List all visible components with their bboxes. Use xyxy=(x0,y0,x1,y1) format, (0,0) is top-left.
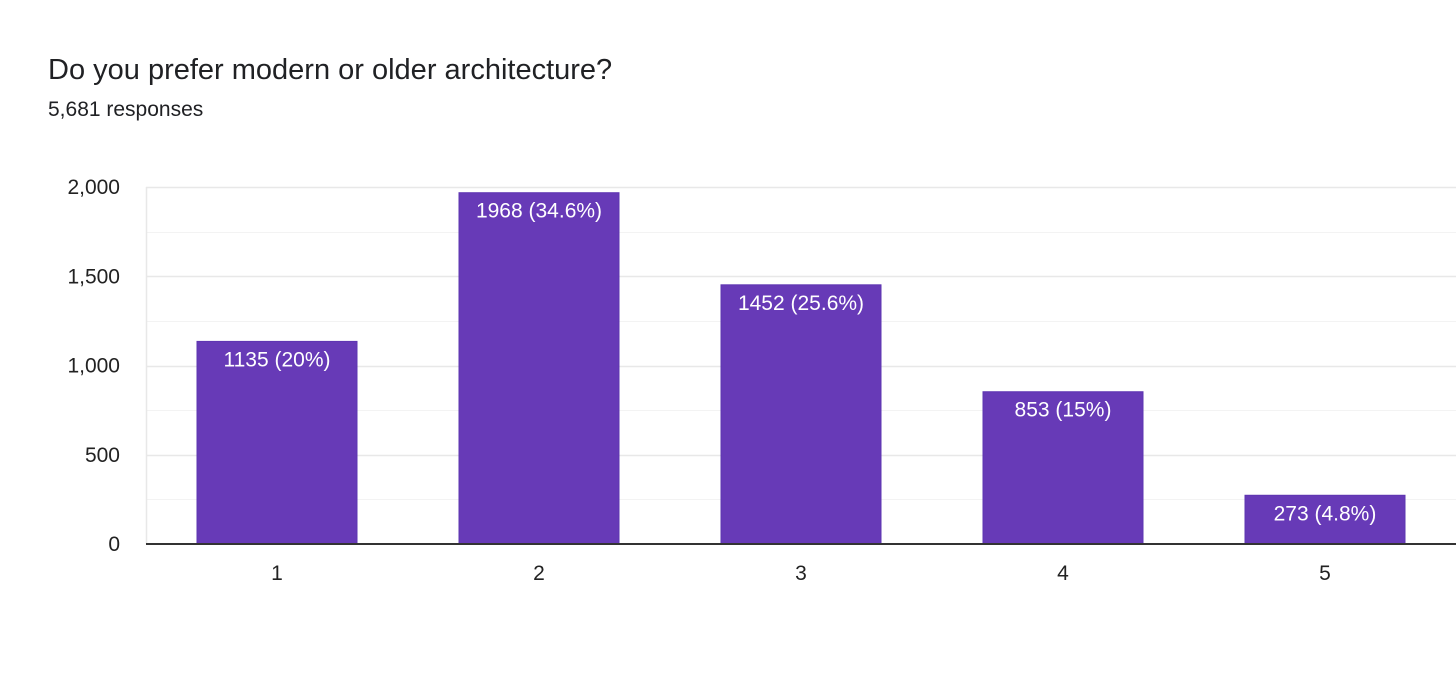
bar-data-label: 853 (15%) xyxy=(1015,399,1112,422)
y-tick-label: 0 xyxy=(108,533,120,556)
x-tick-label: 3 xyxy=(795,562,807,585)
y-tick-label: 2,000 xyxy=(67,176,120,199)
chart-bars xyxy=(196,192,1406,545)
y-axis-ticks: 0 500 1,000 1,500 2,000 xyxy=(67,176,120,556)
question-title: Do you prefer modern or older architectu… xyxy=(48,54,613,86)
bar-4 xyxy=(982,391,1144,545)
bar-data-label: 273 (4.8%) xyxy=(1274,502,1377,525)
y-tick-label: 500 xyxy=(85,444,120,467)
y-tick-label: 1,500 xyxy=(67,265,120,288)
x-tick-label: 2 xyxy=(533,562,545,585)
bar-3 xyxy=(720,284,882,545)
bar-data-label: 1452 (25.6%) xyxy=(738,292,864,315)
x-tick-label: 4 xyxy=(1057,562,1069,585)
bar-1 xyxy=(196,340,358,545)
x-axis-ticks: 1 2 3 4 5 xyxy=(271,562,1331,585)
y-tick-label: 1,000 xyxy=(67,355,120,378)
x-tick-label: 1 xyxy=(271,562,283,585)
x-tick-label: 5 xyxy=(1319,562,1331,585)
bar-data-labels: 1135 (20%) 1968 (34.6%) 1452 (25.6%) 853 (1… xyxy=(223,200,1376,526)
bar-2 xyxy=(458,192,620,545)
bar-5 xyxy=(1244,494,1406,545)
bar-data-label: 1968 (34.6%) xyxy=(476,200,602,223)
bar-data-label: 1135 (20%) xyxy=(223,348,330,371)
response-count: 5,681 responses xyxy=(48,98,204,121)
